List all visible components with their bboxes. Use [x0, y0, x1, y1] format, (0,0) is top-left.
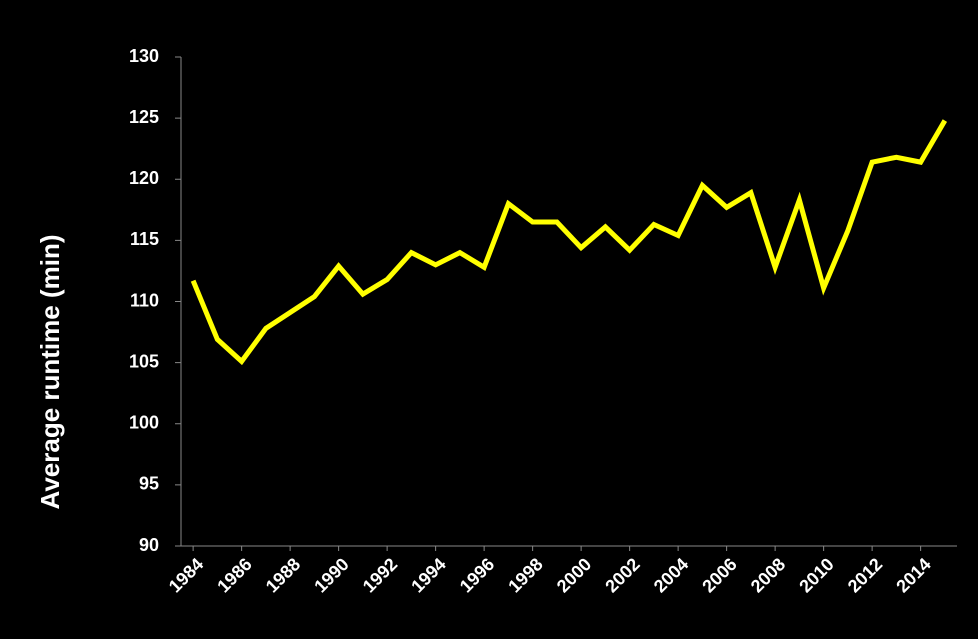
x-tick-label: 1984 [165, 554, 207, 596]
y-tick-label: 115 [130, 229, 159, 249]
x-tick-label: 1990 [310, 554, 352, 596]
y-axis-label: Average runtime (min) [35, 235, 65, 510]
x-tick-label: 2000 [553, 554, 595, 596]
x-tick-label: 2010 [795, 554, 837, 596]
y-tick-label: 95 [139, 474, 159, 494]
x-tick-label: 2004 [650, 554, 692, 596]
x-tick-label: 1996 [456, 554, 498, 596]
x-tick-label: 2012 [844, 554, 886, 596]
x-tick-label: 1994 [407, 554, 449, 596]
y-tick-label: 105 [129, 351, 159, 371]
x-tick-label: 1998 [504, 554, 546, 596]
y-tick-label: 125 [129, 107, 159, 127]
y-tick-label: 90 [139, 535, 159, 555]
x-tick-label: 2014 [892, 554, 934, 596]
x-tick-label: 2006 [698, 554, 740, 596]
x-tick-label: 1986 [213, 554, 255, 596]
data-line [190, 119, 948, 366]
x-tick-label: 2008 [747, 554, 789, 596]
y-tick-label: 120 [129, 168, 159, 188]
y-tick-label: 110 [130, 290, 159, 310]
y-tick-label: 100 [129, 413, 159, 433]
x-tick-label: 1992 [359, 554, 401, 596]
y-tick-label: 130 [129, 46, 159, 66]
x-tick-label: 1988 [262, 554, 304, 596]
x-tick-label: 2002 [601, 554, 643, 596]
